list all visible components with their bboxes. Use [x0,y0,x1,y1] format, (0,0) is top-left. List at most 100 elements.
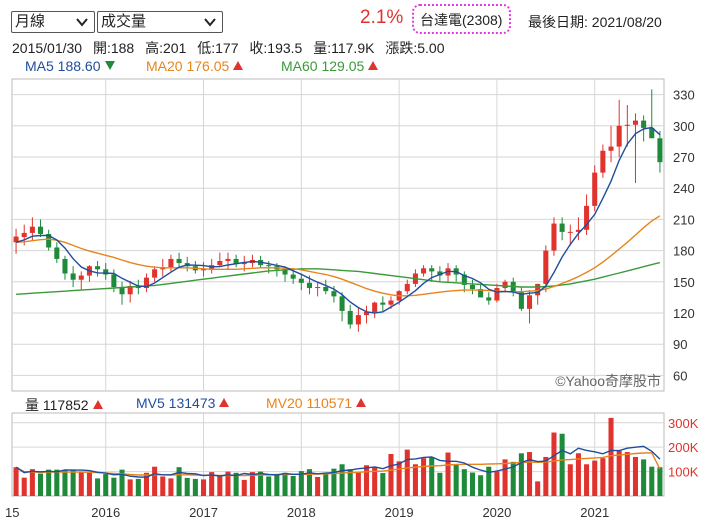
ohlc-date: 2015/01/30 [12,40,83,56]
volume-bar [249,472,255,496]
candle-body [404,283,410,292]
volume-bar [372,466,378,496]
candle-body [551,223,557,251]
legend-volume-text: 量 117852 [25,397,89,413]
stock-name: 台達電(2308) [412,4,512,34]
volume-plot-area [11,412,665,497]
chevron-down-icon [204,18,216,27]
legend-volume: 量 117852 [25,395,103,415]
volume-bar [143,472,150,496]
chevron-down-icon [76,18,88,27]
volume-bar [518,453,524,496]
candle-body [339,296,345,311]
candle-body [600,150,606,173]
candle-body [127,285,133,295]
volume-bar [21,477,27,496]
volume-bar [258,471,264,496]
ohlc-high: 高:201 [145,40,187,56]
volume-bar [363,465,370,496]
price-tick-label: 60 [673,368,687,383]
indicator-select[interactable]: 成交量 [97,11,223,33]
volume-bar [13,467,19,496]
candle-body [649,127,655,139]
x-tick-label: 2020 [482,505,511,520]
volume-bar [404,449,410,496]
price-tick-label: 270 [673,150,695,165]
legend-ma60-text: MA60 129.05 [281,58,365,74]
volume-bar [608,417,614,496]
volume-bar [396,461,402,496]
price-tick-label: 210 [673,212,695,227]
volume-bar [160,476,166,496]
candle-body [176,258,182,264]
volume-bar [192,478,198,496]
volume-bar [380,473,386,496]
candle-body [225,258,231,261]
candle-body [70,273,76,280]
ma60-line [16,261,661,295]
legend-ma5: MA5 188.60 [25,58,115,74]
period-select[interactable]: 月線 [11,11,95,33]
volume-bar [78,472,84,496]
candle-body [217,261,223,266]
legend-ma5-text: MA5 188.60 [25,58,101,74]
x-tick-label: 2021 [580,505,609,520]
volume-bar [624,452,630,496]
candle-body [429,268,435,272]
ohlc-close: 收:193.5 [249,40,303,56]
price-tick-label: 150 [673,275,695,290]
volume-bar [331,468,337,496]
price-tick-label: 300 [673,119,695,134]
candle-body [616,125,622,147]
candle-body [282,269,288,275]
price-tick-label: 240 [673,181,695,196]
candle-body [494,288,500,301]
x-tick-label: 2016 [91,505,120,520]
up-triangle-icon [233,61,244,70]
x-tick-label: 2019 [385,505,414,520]
ma20-line [16,215,661,297]
candle-body [13,236,19,243]
candle-body [380,302,386,305]
candle-body [241,263,247,265]
legend-ma20-text: MA20 176.05 [146,58,230,74]
candle-body [543,250,549,284]
price-tick-label: 180 [673,244,695,259]
candle-body [119,287,125,295]
volume-bar [70,469,76,496]
volume-bar [127,479,133,496]
volume-bar [510,461,516,496]
candle-body [567,231,573,233]
candle-body [641,120,647,128]
volume-bar [315,476,321,496]
legend-ma60: MA60 129.05 [281,58,379,74]
candle-body [559,223,565,232]
candle-body [526,295,533,309]
volume-bar [600,458,606,496]
candle-body [54,247,60,259]
legend-ma20: MA20 176.05 [146,58,244,74]
volume-bar [616,450,622,496]
volume-bar [86,471,92,496]
volume-bar [62,470,68,496]
volume-bar [119,469,125,496]
candle-body [502,281,508,289]
up-triangle-icon [219,398,230,407]
change-percent: 2.1% [360,7,404,28]
candle-body [372,302,378,312]
candle-body [592,172,598,206]
volume-bar [502,459,508,496]
candle-body [29,226,35,233]
volume-bar [184,477,190,496]
candle-body [152,269,158,278]
volume-bar [478,475,484,496]
volume-bar [95,478,101,496]
volume-bar [437,472,443,496]
candle-body [306,282,313,289]
up-triangle-icon [356,398,367,407]
volume-bar [168,478,174,496]
candle-body [298,278,304,283]
volume-bar [266,476,272,496]
ohlc-change: 漲跌:5.00 [385,40,445,56]
